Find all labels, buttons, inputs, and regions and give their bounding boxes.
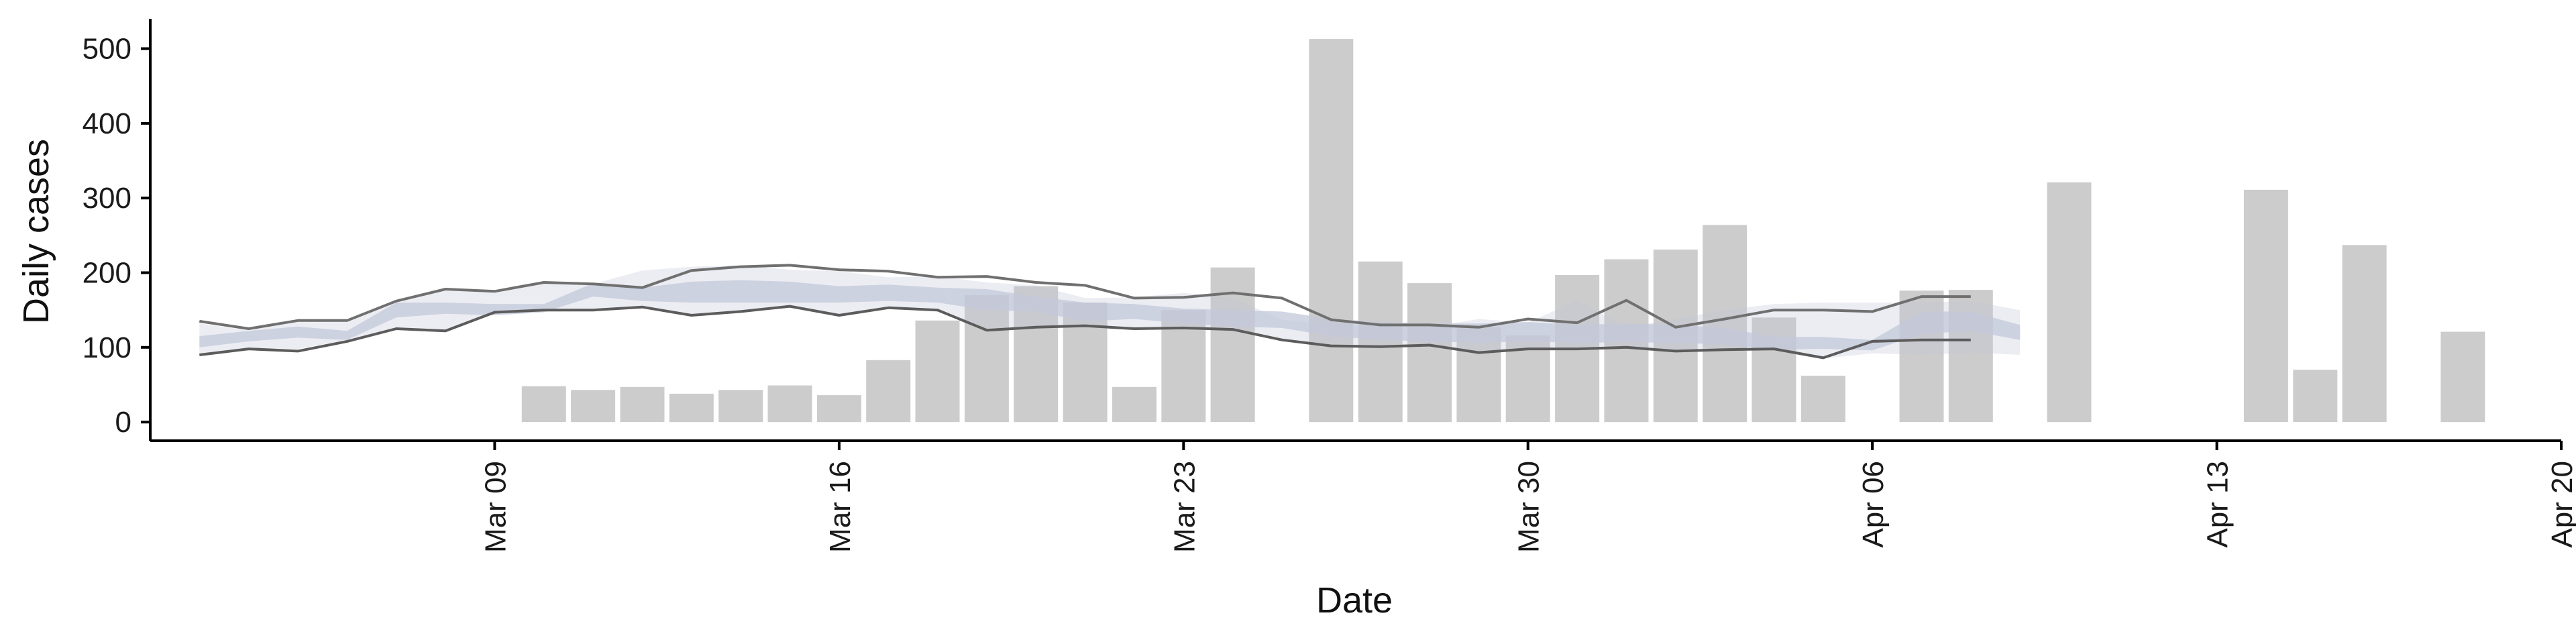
y-tick-label: 300 <box>83 182 131 215</box>
bar <box>2293 370 2338 423</box>
bar <box>1703 225 1748 423</box>
bar <box>816 395 861 423</box>
y-tick-label: 200 <box>83 257 131 290</box>
lower-bound-line <box>199 305 1971 360</box>
upper-bound-line <box>199 264 1971 330</box>
bar <box>718 390 763 423</box>
bar <box>2047 182 2092 423</box>
bar <box>669 393 714 423</box>
bar <box>1309 39 1354 423</box>
bar <box>1801 376 1845 423</box>
x-tick-label: Apr 06 <box>1857 461 1890 548</box>
x-tick-label: Mar 09 <box>479 461 512 553</box>
y-tick-label: 400 <box>83 107 131 140</box>
x-tick-label: Apr 13 <box>2202 461 2235 548</box>
x-ticks: Mar 09 Mar 16 Mar 23 Mar 30 Apr 06 Apr 13 Apr … <box>479 441 2576 553</box>
y-axis-title: Daily cases <box>16 139 56 324</box>
bars-layer <box>521 39 2485 423</box>
bar <box>866 360 911 423</box>
x-tick-label: Mar 30 <box>1513 461 1546 553</box>
bar <box>2342 245 2387 423</box>
y-tick-label: 500 <box>83 33 131 66</box>
bar <box>767 385 812 423</box>
bar <box>521 386 566 423</box>
x-tick-label: Mar 23 <box>1168 461 1201 553</box>
x-axis-title: Date <box>1316 580 1393 621</box>
y-ticks: 0 100 200 300 400 500 <box>83 33 150 439</box>
bar <box>2243 189 2288 423</box>
bar <box>964 294 1009 423</box>
bar <box>1063 303 1108 423</box>
bound-lines-layer <box>199 264 1971 360</box>
y-tick-label: 100 <box>83 331 131 364</box>
bar <box>915 320 960 423</box>
uncertainty-bands-layer <box>199 265 2021 359</box>
x-tick-label: Apr 20 <box>2546 461 2576 548</box>
bar <box>1358 261 1403 423</box>
bar <box>571 390 616 423</box>
x-tick-label: Mar 16 <box>824 461 857 553</box>
bar <box>620 386 665 423</box>
y-tick-label: 0 <box>115 406 131 439</box>
bar <box>2440 331 2485 423</box>
inner-band <box>199 280 2021 351</box>
bar <box>1456 327 1501 423</box>
bar <box>1407 283 1452 423</box>
bar <box>1210 267 1255 423</box>
bar <box>1112 386 1157 423</box>
